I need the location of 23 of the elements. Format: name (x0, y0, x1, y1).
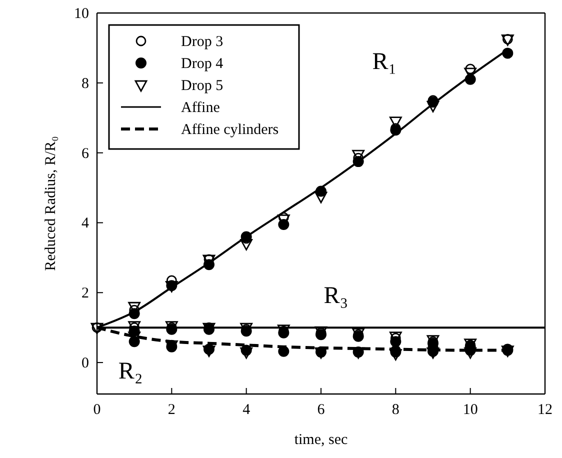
x-tick-label: 4 (242, 402, 251, 418)
annotation: R₂ (118, 358, 143, 384)
y-tick-label: 6 (82, 146, 90, 162)
x-tick-label: 10 (462, 402, 478, 418)
y-tick-label: 2 (82, 286, 89, 302)
y-tick-label: 8 (82, 76, 89, 92)
y-tick-label: 10 (74, 6, 89, 22)
legend-label: Affine cylinders (181, 122, 279, 138)
legend-label: Drop 4 (181, 56, 224, 72)
x-tick-label: 12 (538, 402, 552, 418)
x-axis-title: time, sec (294, 432, 348, 448)
y-axis-title: Reduced Radius, R/R₀ (43, 136, 59, 271)
y-tick-label: 4 (82, 216, 90, 232)
legend-label: Drop 5 (181, 78, 224, 94)
annotation: R₃ (324, 283, 348, 310)
y-tick-label: 0 (82, 356, 89, 372)
x-tick-label: 2 (168, 402, 176, 418)
x-tick-label: 8 (392, 402, 400, 418)
x-tick-label: 0 (93, 402, 101, 418)
annotation: R₁ (372, 48, 397, 75)
x-tick-label: 6 (317, 402, 326, 418)
legend-label: Affine (181, 100, 220, 116)
legend-label: Drop 3 (181, 34, 224, 50)
